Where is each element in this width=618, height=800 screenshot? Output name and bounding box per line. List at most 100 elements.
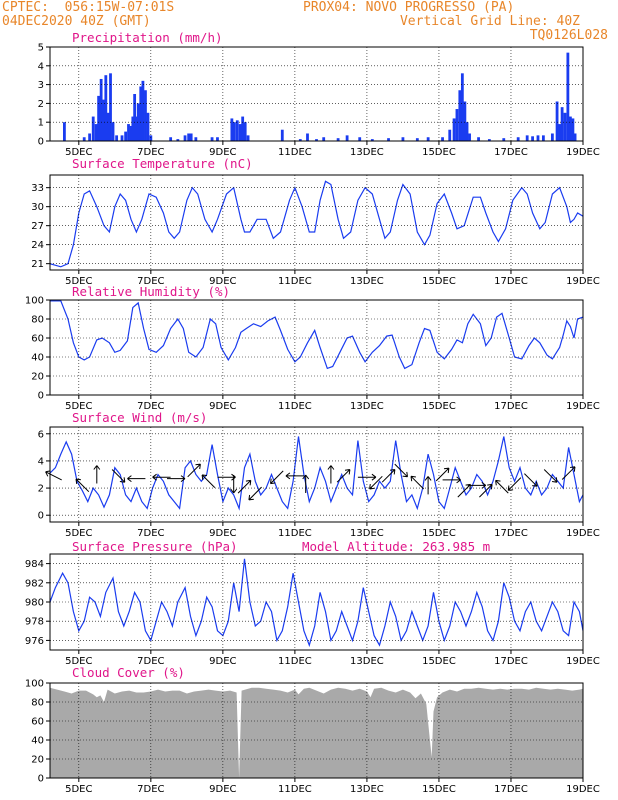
precip-bar [63, 122, 66, 141]
cloud-ytick-label: 0 [38, 774, 44, 785]
wind-vector [237, 479, 252, 494]
precip-bar [550, 133, 554, 141]
cloud-area [50, 687, 583, 778]
pressure-xtick-label: 7DEC [137, 656, 164, 667]
precip-bar [246, 135, 250, 141]
rh-xtick-label: 5DEC [65, 401, 92, 412]
pressure-title: Surface Pressure (hPa) [72, 539, 238, 554]
precip-bar [448, 129, 452, 141]
cloud-frame [49, 682, 584, 779]
precip-title: Precipitation (mm/h) [72, 30, 223, 45]
temp-ytick-label: 21 [31, 259, 44, 270]
precip-xtick-label: 11DEC [278, 147, 312, 158]
precip-bar [525, 135, 529, 141]
wind-title: Surface Wind (m/s) [72, 410, 207, 425]
temp-xtick-label: 11DEC [278, 276, 312, 287]
rh-ytick-label: 20 [31, 372, 44, 383]
precip-ytick-label: 0 [38, 137, 44, 148]
precip-bar [131, 116, 135, 141]
precip-bar [571, 118, 575, 141]
wind-vector [167, 475, 186, 482]
precip-bar [82, 137, 86, 141]
rh-title: Relative Humidity (%) [72, 284, 230, 299]
cloud-xtick-label: 19DEC [566, 784, 600, 795]
precip-bar [563, 112, 567, 141]
precip-bar [241, 116, 245, 141]
wind-vector [424, 476, 432, 495]
pressure-ytick-label: 976 [25, 636, 44, 647]
cloud-ytick-label: 100 [25, 679, 44, 690]
wind-xtick-label: 15DEC [422, 528, 456, 539]
wind-vector [561, 466, 576, 480]
pressure-xtick-label: 19DEC [566, 656, 600, 667]
wind-xtick-label: 17DEC [494, 528, 528, 539]
precip-bar [487, 139, 491, 141]
precip-bar [139, 86, 143, 141]
precip-bar [133, 94, 137, 141]
precip-bar [458, 90, 462, 141]
cloud-ytick-label: 20 [31, 755, 44, 766]
wind-vector [302, 474, 310, 493]
rh-ytick-label: 60 [31, 334, 44, 345]
precip-bar [426, 137, 430, 141]
precip-bar [111, 122, 115, 141]
wind-vector [187, 463, 201, 478]
precip-bar [502, 138, 506, 141]
wind-vector [201, 474, 216, 488]
precip-xtick-label: 19DEC [566, 147, 600, 158]
rh-ytick-label: 0 [38, 391, 44, 402]
wind-vector [127, 475, 146, 482]
wind-line [50, 436, 583, 511]
wind-vector [327, 465, 335, 484]
wind-ytick-label: 2 [38, 484, 44, 495]
cloud-ytick-label: 40 [31, 736, 44, 747]
wind-vector [75, 478, 90, 493]
cloud-xtick-label: 13DEC [350, 784, 384, 795]
rh-xtick-label: 15DEC [422, 401, 456, 412]
rh-xtick-label: 7DEC [137, 401, 164, 412]
precip-bar [104, 75, 108, 141]
precip-bar [463, 101, 467, 141]
precip-bar [194, 137, 198, 141]
precip-bar [230, 118, 234, 141]
header-station-name: PROX04: NOVO PROGRESSO (PA) [303, 0, 515, 15]
precip-bar [101, 99, 105, 141]
precip-bar [558, 124, 561, 141]
header-model-id: TQ0126L028 [529, 28, 608, 43]
precip-bar [189, 133, 193, 141]
pressure-ytick-label: 980 [25, 598, 44, 609]
precip-bar [183, 135, 187, 141]
precip-ytick-label: 3 [38, 80, 44, 91]
precip-bar [91, 116, 95, 141]
temp-ytick-label: 30 [31, 202, 44, 213]
wind-vector [394, 463, 408, 478]
precip-frame [49, 46, 584, 142]
rh-ytick-label: 40 [31, 353, 44, 364]
precip-bar [555, 101, 559, 141]
cloud-xtick-label: 7DEC [137, 784, 164, 795]
rh-line [50, 300, 583, 370]
precip-bar [97, 95, 101, 141]
pressure-xtick-label: 11DEC [278, 656, 312, 667]
precip-bar [88, 133, 92, 141]
wind-vector [45, 470, 62, 481]
pressure-annotation: Model Altitude: 263.985 m [302, 539, 490, 554]
precip-bar [401, 137, 405, 141]
temp-title: Surface Temperature (nC) [72, 156, 253, 171]
pressure-xtick-label: 9DEC [209, 656, 236, 667]
wind-vector [495, 479, 509, 494]
precip-bar [243, 122, 247, 141]
precip-bar [358, 137, 362, 141]
wind-vector [369, 475, 383, 490]
rh-ytick-label: 100 [25, 296, 44, 307]
wind-vector [111, 469, 126, 483]
wind-vector [410, 475, 425, 490]
precip-bar [315, 139, 318, 141]
cloud-ytick-label: 60 [31, 717, 44, 728]
temp-xtick-label: 19DEC [566, 276, 600, 287]
rh-xtick-label: 19DEC [566, 401, 600, 412]
precip-xtick-label: 7DEC [137, 147, 164, 158]
precip-bar [135, 116, 138, 141]
wind-vector [230, 475, 238, 494]
